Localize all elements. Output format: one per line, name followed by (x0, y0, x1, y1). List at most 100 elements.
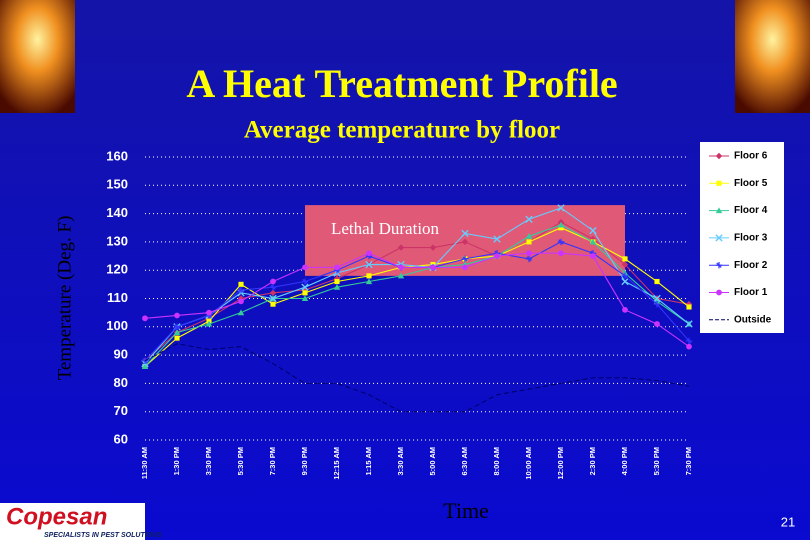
x-tick-label: 1:30 PM (172, 447, 181, 475)
data-point (621, 261, 629, 268)
legend-label: Floor 1 (734, 287, 768, 298)
flame-image-right (735, 0, 810, 113)
data-point (302, 264, 308, 271)
logo-name: Copesan (6, 503, 107, 530)
data-point (526, 239, 532, 245)
data-point (238, 298, 244, 305)
legend-marker (715, 234, 723, 242)
data-point (557, 238, 565, 246)
data-point (461, 255, 469, 263)
data-point (494, 253, 500, 259)
flame-image-left (0, 0, 75, 113)
chart-subtitle: Average temperature by floor (244, 117, 560, 144)
data-point (301, 295, 309, 302)
data-point (461, 238, 469, 246)
x-tick-label: 8:00 AM (492, 447, 501, 475)
data-point (333, 283, 341, 290)
data-point (365, 278, 373, 285)
legend-label: Floor 6 (734, 151, 768, 162)
series-line (144, 221, 690, 362)
legend-marker (715, 262, 723, 269)
data-point (557, 221, 565, 228)
data-point (558, 225, 564, 231)
data-point (334, 264, 340, 271)
x-tick-label: 3:30 AM (396, 447, 405, 475)
data-point (269, 283, 277, 291)
data-point (525, 233, 533, 239)
y-tick-label: 150 (106, 177, 128, 192)
data-point (589, 226, 597, 235)
x-tick-label: 7:30 PM (684, 447, 693, 475)
annotation-label: Lethal Duration (331, 219, 440, 238)
legend-label: Outside (734, 314, 772, 325)
data-point (398, 264, 404, 271)
y-tick-label: 70 (114, 403, 128, 418)
x-tick-label: 11:30 AM (140, 447, 149, 479)
data-point (205, 320, 213, 327)
data-point (621, 272, 629, 280)
data-point (206, 309, 212, 316)
data-point (302, 290, 308, 296)
data-point (269, 289, 277, 297)
series-line (144, 207, 690, 364)
series-line (144, 224, 690, 367)
data-point (237, 286, 245, 294)
data-point (237, 309, 245, 316)
data-point (686, 343, 692, 350)
data-point (141, 363, 149, 369)
data-point (685, 320, 693, 328)
data-point (365, 260, 373, 269)
data-point (334, 278, 340, 285)
legend-label: Floor 2 (734, 260, 768, 271)
data-point (686, 304, 692, 310)
y-tick-label: 100 (106, 318, 128, 333)
data-point (685, 337, 693, 345)
data-point (238, 281, 244, 287)
data-point (653, 300, 661, 308)
y-tick-label: 120 (106, 262, 128, 277)
page-number: 21 (781, 514, 795, 529)
data-point (397, 272, 405, 279)
data-point (526, 250, 532, 257)
x-tick-label: 5:00 AM (428, 447, 437, 475)
data-point (174, 335, 180, 341)
x-tick-label: 7:30 PM (268, 447, 277, 475)
x-tick-label: 12:15 AM (332, 447, 341, 480)
y-tick-label: 90 (114, 347, 128, 362)
data-point (430, 264, 436, 271)
x-tick-label: 12:00 PM (556, 447, 565, 480)
data-point (461, 229, 469, 238)
logo-tagline: SPECIALISTS IN PEST SOLUTIONS (44, 532, 162, 539)
legend-marker (715, 152, 723, 160)
x-tick-label: 4:00 PM (620, 447, 629, 475)
data-point (525, 215, 533, 223)
data-point (525, 255, 533, 263)
x-tick-label: 5:30 PM (652, 447, 661, 475)
data-point (270, 301, 276, 307)
data-point (173, 323, 181, 330)
y-tick-label: 140 (106, 205, 128, 220)
data-point (269, 294, 277, 303)
data-point (622, 306, 628, 313)
data-point (557, 204, 565, 212)
data-point (589, 238, 597, 245)
series-line (144, 252, 690, 348)
data-point (366, 273, 372, 279)
data-point (654, 278, 660, 285)
data-point (173, 329, 181, 336)
data-point (301, 283, 309, 291)
y-tick-label: 80 (114, 375, 128, 390)
data-point (429, 244, 437, 251)
x-tick-label: 10:00 AM (524, 447, 533, 480)
data-point (653, 294, 661, 303)
y-tick-label: 60 (114, 431, 128, 446)
x-tick-label: 2:30 PM (588, 447, 597, 475)
x-tick-label: 5:30 PM (236, 447, 245, 475)
x-tick-label: 6:30 AM (460, 447, 469, 475)
logo-box (0, 503, 145, 540)
x-tick-label: 3:30 PM (204, 447, 213, 475)
data-point (366, 250, 372, 257)
y-tick-label: 130 (106, 233, 128, 248)
data-point (174, 312, 180, 319)
